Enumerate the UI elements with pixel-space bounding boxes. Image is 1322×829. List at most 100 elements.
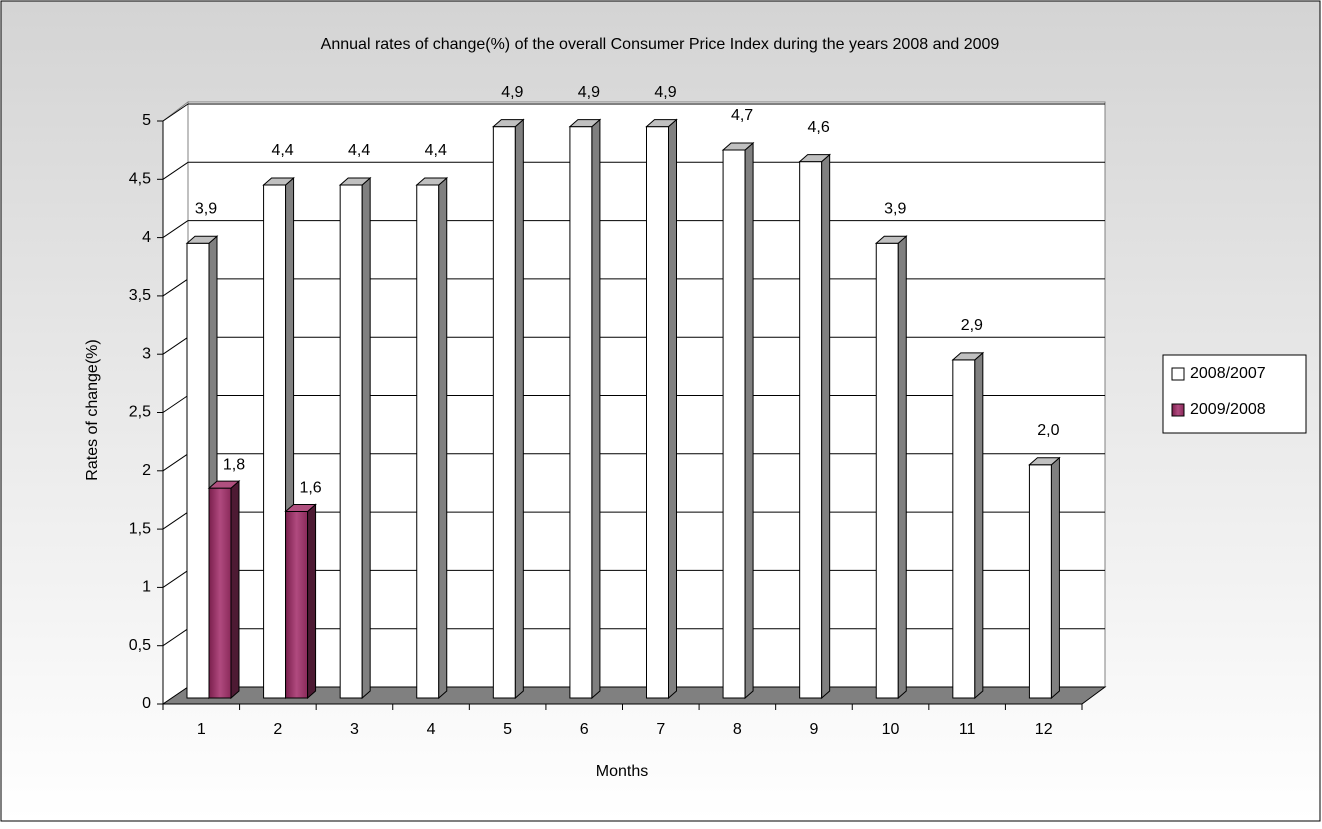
bar-top	[262, 177, 295, 186]
bar	[338, 176, 372, 700]
legend	[1162, 354, 1307, 434]
y-tick-label: 0	[142, 695, 151, 712]
bar-top	[951, 352, 985, 361]
bar-side	[668, 118, 677, 700]
value-label: 2,0	[1037, 422, 1059, 439]
x-tick-label: 8	[733, 721, 742, 738]
y-tick-label: 2,5	[129, 404, 151, 421]
y-tick-label: 3	[142, 345, 151, 362]
grid-line	[162, 103, 189, 122]
bar-front	[285, 510, 309, 699]
grid-line	[162, 628, 189, 647]
bar-front	[799, 161, 823, 699]
bar-front	[722, 149, 746, 699]
bar-side	[514, 118, 524, 700]
bar	[645, 118, 678, 700]
bar-front	[646, 126, 669, 699]
legend-swatch	[1171, 367, 1185, 381]
y-tick-label: 4,5	[129, 171, 151, 188]
legend-label: 2009/2008	[1190, 401, 1266, 418]
x-tick-label: 12	[1035, 721, 1053, 738]
value-label: 1,8	[223, 456, 245, 473]
bar	[721, 141, 755, 700]
value-label: 4,9	[654, 84, 676, 101]
bar-front	[875, 242, 899, 699]
x-axis-title: Months	[596, 763, 648, 780]
bar-top	[568, 119, 602, 128]
x-tick-label: 4	[427, 721, 436, 738]
y-tick-label: 5	[142, 112, 151, 129]
bar-top	[645, 119, 678, 128]
x-tick-label: 2	[273, 721, 282, 738]
chart-title: Annual rates of change(%) of the overall…	[321, 36, 1000, 53]
x-tick-label: 5	[503, 721, 512, 738]
bar-front	[263, 184, 287, 699]
bar-top	[415, 177, 449, 186]
y-tick-label: 2	[142, 462, 151, 479]
x-tick-label: 7	[656, 721, 665, 738]
bar-side	[591, 118, 601, 700]
grid-line	[162, 278, 189, 297]
x-tick-label: 3	[350, 721, 359, 738]
grid-line	[162, 395, 189, 413]
grid-line	[162, 569, 189, 588]
y-tick-label: 1	[142, 579, 151, 596]
value-label: 4,4	[348, 142, 370, 159]
value-label: 4,7	[731, 107, 753, 124]
bar-top	[338, 177, 372, 186]
bar-side	[974, 351, 984, 700]
bar-side	[897, 235, 907, 700]
y-tick-label: 4	[142, 229, 151, 246]
grid-line	[162, 336, 189, 355]
bar-top	[1028, 457, 1061, 466]
side-wall	[162, 100, 189, 705]
legend-label: 2008/2007	[1190, 365, 1266, 382]
grid-line	[162, 511, 189, 530]
bar	[798, 153, 831, 700]
bar-top	[721, 142, 755, 151]
y-axis-title: Rates of change(%)	[84, 339, 101, 480]
value-label: 4,4	[425, 142, 447, 159]
bar-side	[821, 153, 831, 700]
y-tick-label: 1,5	[129, 520, 151, 537]
bar-top	[798, 154, 831, 163]
value-label: 4,4	[271, 142, 293, 159]
bar-front	[1028, 464, 1052, 699]
y-tick-label: 3,5	[129, 287, 151, 304]
bar	[207, 480, 241, 700]
value-label: 2,9	[961, 317, 983, 334]
bar	[492, 118, 525, 700]
bar-top	[284, 503, 317, 512]
bar	[951, 351, 985, 700]
bar-front	[952, 359, 976, 699]
value-label: 4,9	[578, 84, 600, 101]
bar	[1028, 456, 1061, 700]
bar-side	[744, 141, 754, 700]
bar-side	[1050, 456, 1060, 700]
value-label: 4,9	[501, 84, 523, 101]
bar-front	[569, 126, 593, 699]
x-tick-label: 10	[882, 721, 900, 738]
bar	[568, 118, 602, 700]
bar-front	[339, 184, 363, 699]
bar-side	[307, 503, 317, 700]
legend-swatch	[1171, 403, 1185, 417]
bar-top	[874, 235, 908, 244]
value-label: 4,6	[808, 119, 830, 136]
grid-line	[162, 161, 189, 180]
grid-line	[162, 453, 189, 472]
value-label: 1,6	[299, 480, 321, 497]
x-tick-label: 11	[959, 721, 976, 738]
grid-line	[162, 220, 189, 239]
bar-side	[230, 480, 240, 700]
bar-front	[208, 487, 232, 699]
x-tick-label: 6	[580, 721, 589, 738]
bar-side	[438, 176, 448, 700]
bar	[874, 235, 908, 700]
x-tick-label: 9	[810, 721, 819, 738]
value-label: 3,9	[195, 200, 217, 217]
bar-front	[416, 184, 440, 699]
bar-front	[492, 126, 516, 699]
